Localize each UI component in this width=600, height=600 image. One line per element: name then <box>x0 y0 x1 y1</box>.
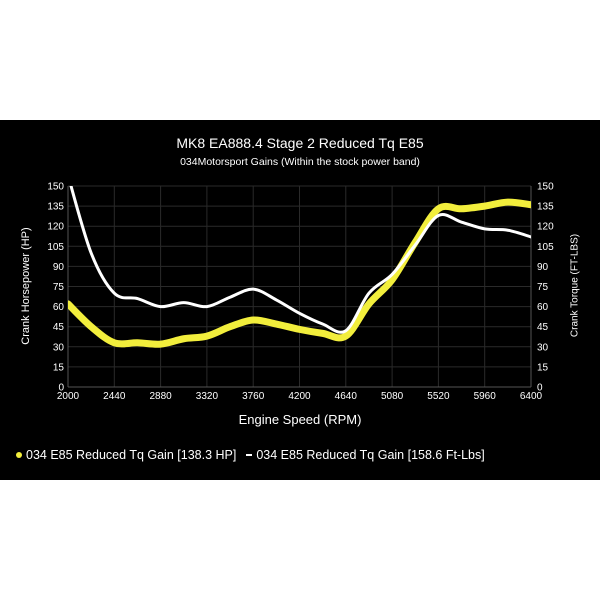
x-tick-label: 2440 <box>103 391 126 402</box>
y-tick-label: 75 <box>53 282 65 293</box>
x-tick-label: 3320 <box>196 391 219 402</box>
y-tick-label: 0 <box>58 383 64 394</box>
x-tick-label: 5520 <box>427 391 450 402</box>
x-tick-label: 5960 <box>474 391 497 402</box>
x-tick-label: 2880 <box>149 391 172 402</box>
y2-tick-label: 60 <box>537 302 549 313</box>
x-tick-label: 5080 <box>381 391 404 402</box>
legend-tq-marker-icon <box>246 453 253 456</box>
y-tick-label: 135 <box>47 202 64 213</box>
torque-gain-line <box>69 186 531 334</box>
x-tick-label: 3760 <box>242 391 265 402</box>
y2-tick-label: 45 <box>537 322 549 333</box>
y2-tick-label: 75 <box>537 282 549 293</box>
y-tick-label: 45 <box>53 322 65 333</box>
y-tick-label: 150 <box>47 182 64 193</box>
y2-tick-label: 30 <box>537 342 549 353</box>
y-tick-label: 105 <box>47 242 64 253</box>
x-tick-label: 2000 <box>57 391 80 402</box>
legend-hp-label: 034 E85 Reduced Tq Gain [138.3 HP] <box>26 448 237 462</box>
legend: 034 E85 Reduced Tq Gain [138.3 HP] 034 E8… <box>16 448 485 462</box>
x-tick-label: 6400 <box>520 391 543 402</box>
y2-tick-label: 105 <box>537 242 554 253</box>
y-tick-label: 90 <box>53 262 65 273</box>
legend-tq-label: 034 E85 Reduced Tq Gain [158.6 Ft-Lbs] <box>256 448 485 462</box>
y-tick-label: 30 <box>53 342 65 353</box>
y2-tick-label: 150 <box>537 182 554 193</box>
y-tick-label: 15 <box>53 362 65 373</box>
x-tick-label: 4200 <box>288 391 311 402</box>
y-tick-label: 60 <box>53 302 65 313</box>
x-tick-label: 4640 <box>335 391 358 402</box>
y2-tick-label: 15 <box>537 362 549 373</box>
x-axis-label: Engine Speed (RPM) <box>238 412 362 427</box>
y2-tick-label: 135 <box>537 202 554 213</box>
y2-tick-label: 90 <box>537 262 549 273</box>
legend-hp-marker-icon <box>16 451 22 458</box>
chart-title: MK8 EA888.4 Stage 2 Reduced Tq E85 <box>176 135 424 151</box>
y2-tick-label: 0 <box>537 383 543 394</box>
y-tick-label: 120 <box>47 222 64 233</box>
chart-subtitle: 034Motorsport Gains (Within the stock po… <box>180 156 420 168</box>
hp-gain-line <box>68 198 531 348</box>
y2-tick-label: 120 <box>537 222 554 233</box>
